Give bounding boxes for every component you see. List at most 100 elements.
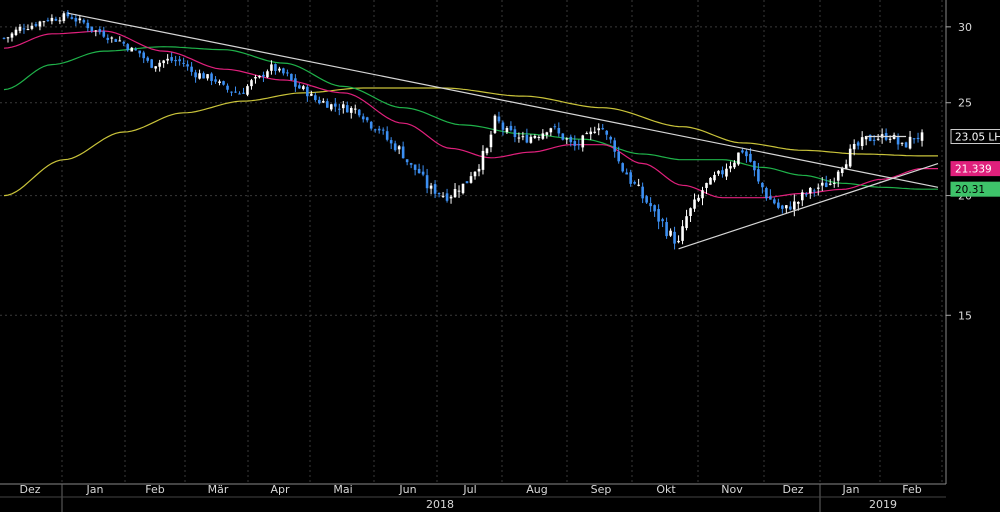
candle-body [601, 128, 605, 130]
candle-body [553, 126, 557, 128]
candle-body [828, 183, 832, 185]
candle-body [50, 17, 54, 22]
grid [0, 0, 946, 484]
candle-body [785, 205, 788, 209]
candle-body [258, 75, 261, 78]
candle-body [489, 134, 493, 148]
candle-body [505, 128, 509, 133]
candle-body [705, 182, 708, 188]
candle-body [397, 146, 401, 150]
x-tick-label: Jan [842, 483, 860, 496]
candle-body [545, 132, 549, 135]
candle-body [174, 59, 177, 62]
candle-body [401, 146, 405, 159]
candle-body [90, 26, 94, 32]
ma-magenta-tag-bg [950, 161, 1000, 177]
candle-body [146, 57, 149, 61]
x-tick-label: Nov [721, 483, 743, 496]
candle-body [557, 128, 561, 134]
candle-body [669, 230, 672, 236]
candle-body [250, 80, 253, 87]
candle-body [130, 47, 134, 52]
candle-body [477, 168, 481, 172]
candle-body [186, 64, 189, 67]
candle-body [525, 134, 529, 143]
candle-body [98, 29, 102, 33]
y-tick-label: 15 [958, 309, 972, 322]
candle-body [581, 135, 585, 148]
candle-body [274, 64, 277, 71]
candle-body [218, 81, 221, 84]
candle-body [82, 20, 86, 23]
candle-body [609, 136, 613, 140]
candle-body [844, 164, 848, 169]
candle-body [876, 138, 880, 140]
candle-body [633, 181, 636, 184]
candle-body [804, 193, 808, 195]
candle-body [725, 168, 728, 177]
candle-body [653, 205, 656, 212]
candle-body [741, 150, 744, 153]
candle-body [310, 93, 313, 96]
candle-body [589, 131, 593, 135]
candle-body [353, 108, 357, 110]
candle-body [162, 60, 165, 64]
candle-body [777, 202, 780, 208]
candle-body [377, 128, 381, 131]
ma-magenta [3, 30, 938, 199]
candle-body [721, 170, 724, 175]
candle-body [389, 140, 393, 144]
ma-yellow [3, 87, 938, 197]
candle-body [290, 73, 293, 80]
candle-body [840, 167, 844, 173]
candle-body [365, 117, 369, 121]
candle-body [110, 37, 114, 39]
candle-body [816, 187, 820, 189]
candle-body [106, 37, 110, 40]
candle-body [701, 190, 704, 199]
price-tag-bg [950, 129, 1000, 145]
candle-body [341, 104, 345, 109]
y-tick-label: 30 [958, 21, 972, 34]
candle-body [306, 86, 309, 97]
candle-body [836, 171, 840, 181]
candle-body [138, 50, 142, 54]
candle-body [206, 74, 209, 79]
candle-body [661, 219, 664, 222]
candle-body [278, 68, 281, 71]
candle-body [673, 231, 676, 244]
candle-body [497, 116, 501, 122]
candle-body [58, 20, 62, 22]
candle-body [42, 21, 46, 23]
candle-body [194, 72, 197, 78]
x-tick-label: Jan [86, 483, 104, 496]
candle-body [453, 189, 457, 198]
candle-body [78, 18, 82, 21]
candle-body [625, 172, 628, 175]
candle-body [66, 12, 70, 17]
candle-body [613, 140, 616, 152]
candle-body [349, 107, 353, 113]
candle-body [904, 142, 908, 148]
candle-body [118, 40, 122, 42]
candle-body [266, 71, 269, 78]
candle-body [773, 199, 776, 204]
candle-body [665, 222, 668, 237]
x-tick-label: Aug [526, 483, 547, 496]
candle-body [270, 64, 273, 71]
candle-body [369, 121, 373, 129]
trendline [67, 12, 939, 188]
candle-body [326, 101, 329, 108]
candle-body [74, 18, 78, 22]
candle-body [685, 216, 688, 229]
candle-body [561, 133, 565, 140]
candle-body [757, 169, 760, 182]
ma-magenta-tag-text: 21.339 [955, 164, 992, 176]
candle-body [860, 137, 864, 147]
candles [2, 10, 924, 250]
candle-body [54, 18, 58, 21]
candle-body [769, 196, 772, 200]
candle-body [848, 148, 852, 167]
candle-body [198, 73, 201, 79]
candle-body [26, 29, 30, 31]
